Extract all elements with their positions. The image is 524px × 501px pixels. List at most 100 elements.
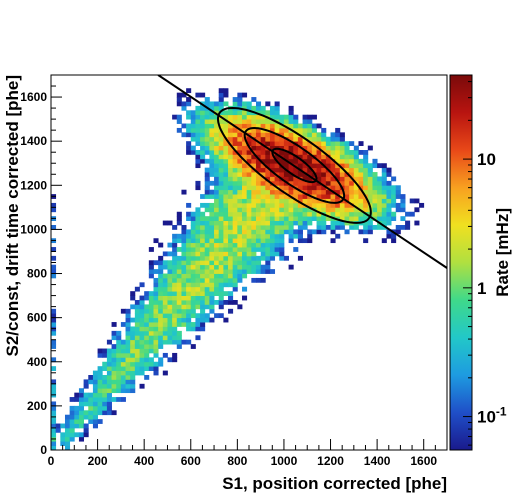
heatmap-cell <box>246 114 252 120</box>
heatmap-cell <box>297 189 303 195</box>
heatmap-cell <box>139 304 145 310</box>
heatmap-cell <box>64 427 71 433</box>
heatmap-cell <box>204 180 210 186</box>
heatmap-cell <box>223 202 229 208</box>
heatmap-cell <box>218 88 224 94</box>
heatmap-cell <box>307 176 313 182</box>
heatmap-cell <box>260 264 266 270</box>
heatmap-cell <box>223 101 229 107</box>
heatmap-cell <box>311 163 317 169</box>
heatmap-cell <box>162 313 168 319</box>
heatmap-cell <box>158 264 164 270</box>
heatmap-cell <box>51 410 57 416</box>
heatmap-cell <box>204 110 210 116</box>
heatmap-cell <box>172 317 178 323</box>
heatmap-cell <box>214 105 220 111</box>
heatmap-cell <box>111 330 117 336</box>
heatmap-cell <box>69 414 75 420</box>
heatmap-cell <box>223 88 229 94</box>
heatmap-cell <box>195 150 201 155</box>
heatmap-cell <box>260 123 266 129</box>
heatmap-cell <box>381 180 387 186</box>
heatmap-cell <box>172 326 178 332</box>
heatmap-cell <box>172 114 178 120</box>
heatmap-cell <box>242 167 248 173</box>
heatmap-cell <box>162 308 168 314</box>
heatmap-cell <box>102 392 108 398</box>
heatmap-cell <box>153 304 159 310</box>
heatmap-cell <box>363 216 369 221</box>
heatmap-cell <box>64 414 71 420</box>
heatmap-cell <box>116 361 122 367</box>
heatmap-cell <box>349 194 355 199</box>
heatmap-cell <box>153 238 159 244</box>
heatmap-cell <box>232 119 238 124</box>
heatmap-cell <box>218 277 224 283</box>
heatmap-cell <box>204 260 210 266</box>
heatmap-cell <box>367 176 373 182</box>
heatmap-cell <box>176 238 182 244</box>
heatmap-cell <box>120 375 126 380</box>
heatmap-cell <box>176 317 182 323</box>
heatmap-cell <box>246 167 252 173</box>
heatmap-cell <box>172 264 178 270</box>
heatmap-cell <box>78 401 85 407</box>
heatmap-cell <box>181 238 187 244</box>
heatmap-cell <box>372 172 378 177</box>
heatmap-cell <box>228 264 234 270</box>
heatmap-cell <box>353 189 359 195</box>
heatmap-cell <box>363 163 369 169</box>
heatmap-cell <box>209 264 215 270</box>
heatmap-cell <box>148 247 154 252</box>
heatmap-cell <box>120 344 126 349</box>
heatmap-cell <box>209 127 215 133</box>
heatmap-cell <box>377 189 383 195</box>
heatmap-cell <box>111 348 117 354</box>
heatmap-cell <box>181 264 187 270</box>
heatmap-cell <box>237 216 243 221</box>
heatmap-cell <box>214 198 220 204</box>
heatmap-cell <box>335 132 341 138</box>
heatmap-cell <box>111 361 117 367</box>
heatmap-cell <box>372 194 378 199</box>
heatmap-cell <box>209 101 215 107</box>
heatmap-cell <box>260 251 266 257</box>
heatmap-cell <box>144 313 150 319</box>
heatmap-cell <box>237 132 243 138</box>
heatmap-cell <box>297 255 303 261</box>
heatmap-cell <box>88 401 94 407</box>
heatmap-cell <box>74 419 80 424</box>
heatmap-cell <box>218 286 224 292</box>
heatmap-cell <box>297 172 303 177</box>
heatmap-cell <box>204 189 210 195</box>
heatmap-cell <box>316 207 322 213</box>
heatmap-cell <box>204 158 210 164</box>
heatmap-cell <box>251 158 257 164</box>
heatmap-cell <box>195 326 201 332</box>
heatmap-cell <box>274 154 280 160</box>
heatmap-cell <box>200 317 206 323</box>
heatmap-cell <box>302 154 308 160</box>
colorbar-label: Rate [mHz] <box>493 208 512 297</box>
heatmap-cell <box>218 158 224 164</box>
heatmap-cell <box>195 158 201 164</box>
heatmap-cell <box>400 216 406 221</box>
heatmap-cell <box>176 247 182 252</box>
heatmap-cell <box>172 352 178 358</box>
heatmap-cell <box>260 114 266 120</box>
heatmap-cell <box>237 158 243 164</box>
heatmap-cell <box>223 317 229 323</box>
heatmap-cell <box>242 163 248 169</box>
heatmap-cell <box>214 172 220 177</box>
heatmap-cell <box>367 145 373 151</box>
heatmap-cell <box>106 348 112 354</box>
heatmap-cell <box>330 154 336 160</box>
heatmap-cell <box>64 445 71 450</box>
heatmap-cell <box>325 194 331 199</box>
heatmap-cell <box>88 405 94 411</box>
heatmap-cell <box>120 308 126 314</box>
heatmap-cell <box>293 127 299 133</box>
heatmap-cell <box>288 207 294 213</box>
heatmap-cell <box>218 273 224 279</box>
heatmap-cell <box>302 158 308 164</box>
